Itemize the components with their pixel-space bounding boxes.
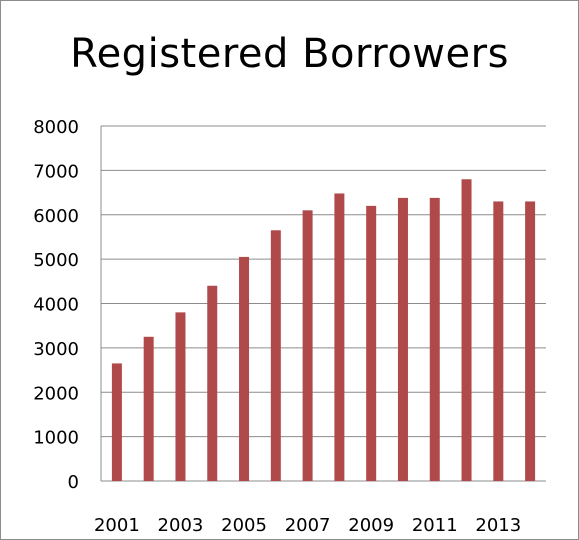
bar: [111, 363, 122, 481]
y-tick-label: 1000: [33, 428, 79, 449]
y-tick-label: 4000: [33, 295, 79, 316]
x-tick-label: 2001: [94, 515, 140, 536]
y-tick-label: 5000: [33, 250, 79, 271]
y-tick-label: 2000: [33, 383, 79, 404]
x-tick-label: 2003: [158, 515, 204, 536]
bar: [175, 312, 186, 481]
bar: [525, 201, 536, 481]
y-tick-label: 3000: [33, 339, 79, 360]
y-tick-label: 6000: [33, 206, 79, 227]
bar: [493, 201, 504, 481]
y-tick-label: 8000: [33, 117, 79, 138]
bar: [334, 193, 345, 481]
bar: [429, 197, 440, 481]
bar: [461, 179, 472, 481]
x-tick-label: 2007: [285, 515, 331, 536]
bar: [207, 285, 218, 481]
y-tick-label: 7000: [33, 161, 79, 182]
bar: [143, 336, 154, 481]
x-tick-label: 2005: [221, 515, 267, 536]
x-tick-label: 2013: [475, 515, 521, 536]
chart-title: Registered Borrowers: [70, 31, 509, 77]
x-tick-label: 2009: [348, 515, 394, 536]
y-tick-label: 0: [68, 472, 79, 493]
x-tick-label: 2011: [412, 515, 458, 536]
bar: [239, 256, 250, 481]
bar: [366, 205, 377, 481]
bar: [302, 210, 313, 481]
bar: [270, 230, 281, 481]
bar: [397, 197, 408, 481]
